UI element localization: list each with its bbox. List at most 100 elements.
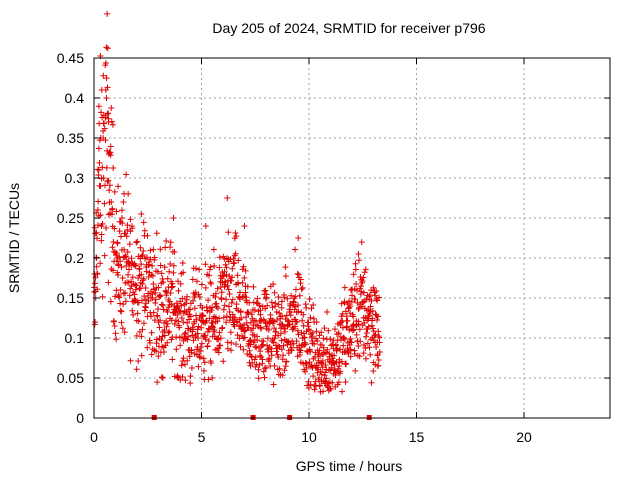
data-point [329,341,336,348]
data-point [106,187,113,194]
data-point [118,308,125,315]
data-point [235,280,242,287]
data-point [292,286,299,293]
data-point [105,177,112,184]
data-point [344,317,351,324]
data-point [97,212,104,219]
data-point [149,272,156,279]
data-point [355,318,362,325]
data-point [227,347,234,354]
data-point [130,311,137,318]
data-point [216,315,223,322]
data-point [102,137,109,144]
data-point [178,302,185,309]
data-point [142,296,149,303]
data-point [173,300,180,307]
data-point [207,263,214,270]
data-point [209,375,216,381]
data-point [93,263,100,270]
data-point [171,320,178,327]
data-point [255,375,262,382]
data-point [118,215,125,221]
data-point [111,225,118,232]
data-point [302,341,309,348]
data-point [236,289,243,296]
data-point [144,344,151,351]
data-point [111,322,118,329]
data-point [263,364,270,371]
data-point [244,309,251,316]
data-point [309,329,316,336]
data-point [147,339,154,346]
data-point [346,298,353,305]
data-point [146,259,153,266]
data-point [239,279,246,286]
data-point [358,283,365,290]
data-point [132,262,139,269]
data-point [242,267,249,274]
y-tick-label: 0.4 [65,90,85,106]
data-point [342,308,349,315]
data-point [140,320,147,327]
data-point [200,367,207,374]
data-point [176,307,183,314]
data-point [317,388,324,395]
data-point [202,336,209,343]
data-point [136,265,143,272]
data-point [152,299,159,306]
data-point [351,350,358,357]
data-point [265,326,272,333]
data-point [276,309,283,316]
data-point [262,287,269,294]
data-point [157,293,164,300]
data-point [101,252,108,259]
data-point [169,283,176,290]
data-point [252,354,259,361]
data-point [208,280,215,287]
data-point [253,344,260,351]
data-point [278,298,285,305]
data-point [294,302,301,309]
data-point [223,313,230,320]
data-point [294,327,301,334]
data-point [261,374,268,381]
data-point [293,338,300,345]
data-point [271,335,278,342]
data-point [306,296,313,303]
data-point [304,347,311,354]
data-point [356,257,363,264]
data-point [95,198,102,205]
data-point [290,340,297,347]
data-point [159,275,166,282]
data-point [350,271,357,278]
data-point [138,352,145,359]
data-point [103,225,110,232]
data-point [209,304,216,311]
data-point [113,287,120,294]
data-point [299,284,306,291]
data-point [249,359,256,366]
data-point [205,376,212,383]
data-point [184,293,191,300]
data-point [95,167,102,173]
data-point [240,263,247,270]
data-point [307,314,314,321]
data-point [284,317,291,324]
data-point [102,60,109,67]
data-point [170,269,177,276]
data-point [303,304,310,311]
data-point [372,361,379,368]
data-point [148,351,155,358]
data-point [226,290,233,297]
data-point [135,299,142,306]
data-point [328,364,335,371]
data-point [353,280,360,287]
data-point [199,304,206,311]
data-point [174,278,181,285]
data-point [329,379,336,386]
data-point [102,87,109,93]
data-point [188,346,195,353]
data-point [285,350,292,357]
data-point [94,235,101,242]
data-point [362,345,369,352]
